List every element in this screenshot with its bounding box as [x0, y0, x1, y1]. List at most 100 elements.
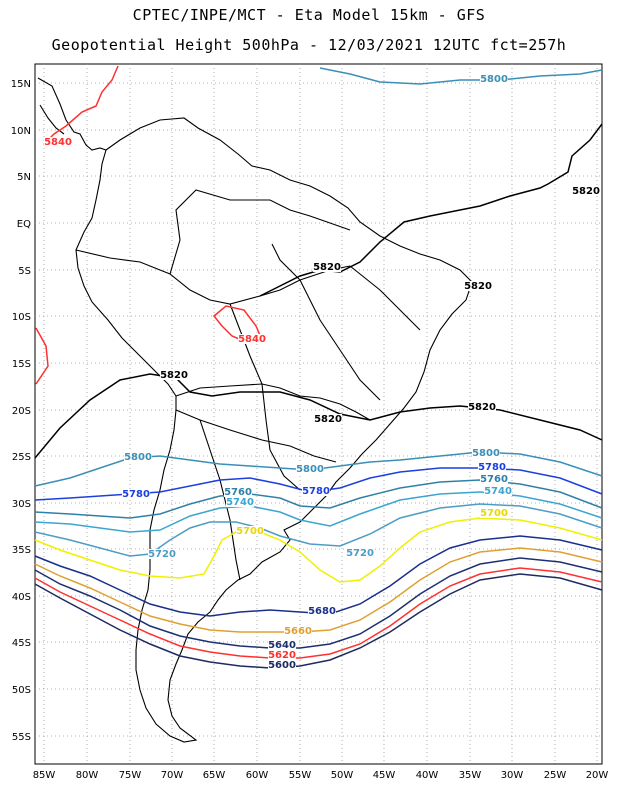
contour-label-bg	[226, 497, 254, 507]
contour-label-bg	[44, 137, 72, 147]
contour-label-bg	[236, 526, 264, 536]
contour-label: 5620	[268, 650, 296, 661]
lat-label: 35S	[12, 545, 31, 556]
contour-label-bg	[268, 640, 296, 650]
lon-label: 70W	[161, 770, 184, 781]
contour-label-bg	[302, 486, 330, 496]
contour-label: 5840	[238, 334, 266, 345]
lat-label: 30S	[12, 499, 31, 510]
lat-label: 50S	[12, 685, 31, 696]
contour-label-bg	[148, 549, 176, 559]
contour-label-bg	[238, 334, 266, 344]
lat-label: 15S	[12, 359, 31, 370]
contour-label-bg	[484, 486, 512, 496]
lon-label: 35W	[459, 770, 482, 781]
contour-label-bg	[313, 262, 341, 272]
lon-label: 65W	[203, 770, 226, 781]
lat-label: 10N	[11, 126, 31, 137]
lon-label: 85W	[33, 770, 56, 781]
contour-label: 5820	[464, 281, 492, 292]
contour-label: 5640	[268, 640, 296, 651]
contour-label-bg	[296, 464, 324, 474]
contour-label-bg	[124, 452, 152, 462]
contour-label: 5780	[478, 462, 506, 473]
lon-label: 75W	[119, 770, 142, 781]
lon-label: 20W	[586, 770, 609, 781]
contour-label: 5820	[468, 402, 496, 413]
lat-label: 10S	[12, 312, 31, 323]
contour-label-bg	[472, 448, 500, 458]
contour-5680	[34, 535, 603, 617]
contour-label-bg	[346, 548, 374, 558]
lon-label: 45W	[373, 770, 396, 781]
lat-label: 15N	[11, 79, 31, 90]
contour-label: 5660	[284, 626, 312, 637]
contour-label: 5720	[346, 548, 374, 559]
map-title-line-2: Geopotential Height 500hPa - 12/03/2021 …	[51, 36, 567, 54]
lat-label: 5S	[18, 266, 31, 277]
contour-label-bg	[480, 74, 508, 84]
contour-label: 5740	[226, 497, 254, 508]
contour-label: 5740	[484, 486, 512, 497]
contour-label: 5800	[124, 452, 152, 463]
contour-label-bg	[308, 606, 336, 616]
lat-label: 5N	[17, 172, 31, 183]
lat-label: 40S	[12, 592, 31, 603]
contour-label-bg	[480, 474, 508, 484]
lat-label: EQ	[17, 219, 31, 230]
contour-5600	[34, 573, 603, 669]
contour-label-bg	[122, 489, 150, 499]
lon-label: 50W	[331, 770, 354, 781]
contour-label: 5600	[268, 660, 296, 671]
contour-label: 5700	[480, 508, 508, 519]
contour-label: 5700	[236, 526, 264, 537]
contour-5800-north	[319, 67, 603, 85]
latitude-labels: 15N 10N 5N EQ 5S 10S 15S 20S 25S 30S 35S 40S 45S 50S 5…	[11, 79, 31, 743]
contour-label-bg	[478, 462, 506, 472]
contour-label-bg	[468, 402, 496, 412]
contour-labels: 5800 5840 5820 5820 5820 5840 5820 5820 5820 5800…	[44, 74, 600, 671]
contour-5720	[34, 503, 603, 557]
lon-label: 55W	[289, 770, 312, 781]
lat-label: 25S	[12, 452, 31, 463]
contour-label-bg	[160, 370, 188, 380]
contour-label-bg	[464, 281, 492, 291]
contour-label: 5800	[296, 464, 324, 475]
contour-label: 5820	[314, 414, 342, 425]
contour-label: 5760	[224, 487, 252, 498]
lon-label: 40W	[416, 770, 439, 781]
contour-label-bg	[268, 650, 296, 660]
longitude-labels: 85W 80W 75W 70W 65W 60W 55W 50W 45W 40W 35W 30W 25W 2…	[33, 770, 609, 781]
contour-5700	[34, 517, 603, 583]
contour-label: 5680	[308, 606, 336, 617]
lat-label: 45S	[12, 638, 31, 649]
contour-label: 5800	[472, 448, 500, 459]
lon-label: 60W	[246, 770, 269, 781]
contour-label-bg	[224, 487, 252, 497]
contour-5840-west	[35, 327, 49, 385]
contour-label-bg	[284, 626, 312, 636]
contour-5840-north	[43, 65, 119, 145]
contour-label: 5840	[44, 137, 72, 148]
lat-label: 55S	[12, 732, 31, 743]
lon-label: 25W	[544, 770, 567, 781]
contour-label: 5720	[148, 549, 176, 560]
contour-5640	[34, 557, 603, 649]
contour-label-bg	[572, 186, 600, 196]
contour-label-bg	[480, 508, 508, 518]
lon-label: 30W	[501, 770, 524, 781]
contour-label: 5760	[480, 474, 508, 485]
map-title-line-1: CPTEC/INPE/MCT - Eta Model 15km - GFS	[132, 6, 486, 24]
contour-label-bg	[268, 660, 296, 670]
lon-label: 80W	[76, 770, 99, 781]
contour-label: 5780	[302, 486, 330, 497]
contour-label-bg	[314, 414, 342, 424]
contour-5620	[34, 567, 603, 659]
contour-label: 5820	[160, 370, 188, 381]
contour-label: 5800	[480, 74, 508, 85]
contour-label: 5780	[122, 489, 150, 500]
contour-lines	[34, 65, 603, 669]
contour-label: 5820	[313, 262, 341, 273]
contour-label: 5820	[572, 186, 600, 197]
